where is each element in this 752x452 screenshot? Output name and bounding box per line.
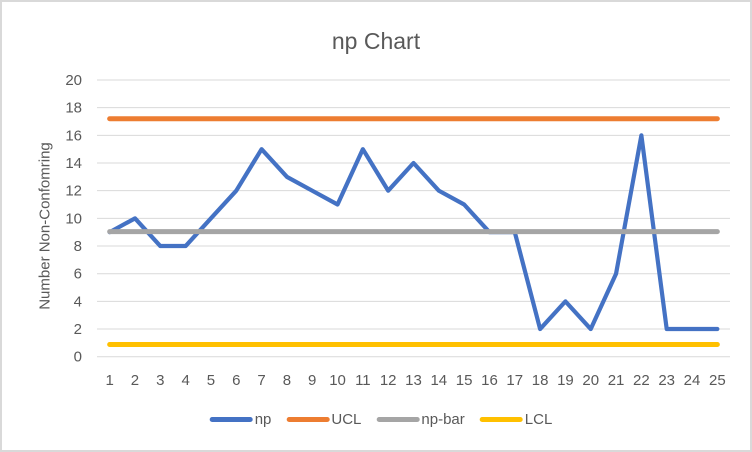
- legend-item-np[interactable]: np: [209, 411, 272, 428]
- legend-swatch-np: [209, 417, 253, 422]
- y-tick-label: 12: [65, 183, 82, 200]
- x-tick-label: 7: [257, 372, 265, 389]
- legend-swatch-ucl: [286, 417, 330, 422]
- legend-label: np-bar: [421, 411, 465, 428]
- legend-item-npbar[interactable]: np-bar: [376, 411, 465, 428]
- x-tick-label: 19: [557, 372, 574, 389]
- legend-item-ucl[interactable]: UCL: [286, 411, 361, 428]
- x-tick-label: 16: [481, 372, 498, 389]
- legend-label: LCL: [524, 411, 553, 428]
- x-tick-label: 15: [456, 372, 473, 389]
- x-tick-label: 5: [207, 372, 215, 389]
- x-tick-label: 24: [684, 372, 701, 389]
- x-tick-label: 14: [430, 372, 447, 389]
- x-tick-label: 8: [283, 372, 291, 389]
- np-series-line[interactable]: [107, 133, 720, 332]
- legend-label: np: [254, 411, 272, 428]
- y-tick-label: 14: [65, 155, 82, 172]
- x-tick-label: 3: [156, 372, 164, 389]
- x-tick-label: 13: [405, 372, 422, 389]
- y-tick-label: 0: [74, 349, 82, 366]
- legend-swatch-lcl: [479, 417, 523, 422]
- x-tick-label: 17: [506, 372, 523, 389]
- y-tick-label: 16: [65, 127, 82, 144]
- legend-label: UCL: [331, 411, 362, 428]
- x-tick-label: 11: [355, 372, 371, 389]
- x-tick-label: 2: [131, 372, 139, 389]
- y-tick-label: 10: [65, 210, 82, 227]
- y-tick-label: 8: [74, 238, 82, 255]
- x-tick-label: 1: [105, 372, 113, 389]
- x-tick-label: 18: [532, 372, 549, 389]
- x-tick-label: 10: [329, 372, 346, 389]
- y-tick-label: 2: [74, 321, 82, 338]
- x-tick-label: 21: [608, 372, 625, 389]
- x-tick-label: 23: [658, 372, 675, 389]
- y-tick-label: 18: [65, 100, 82, 117]
- legend-swatch-npbar: [376, 417, 420, 422]
- x-tick-label: 12: [380, 372, 397, 389]
- legend-item-lcl[interactable]: LCL: [479, 411, 553, 428]
- y-tick-label: 4: [74, 293, 82, 310]
- x-tick-label: 9: [308, 372, 316, 389]
- y-tick-label: 6: [74, 266, 82, 283]
- x-tick-label: 25: [709, 372, 726, 389]
- legend: np UCL np-bar LCL: [209, 411, 553, 428]
- x-tick-label: 4: [181, 372, 189, 389]
- x-tick-label: 6: [232, 372, 240, 389]
- y-tick-label: 20: [65, 72, 82, 89]
- chart-title[interactable]: np Chart: [331, 28, 421, 54]
- x-tick-label: 22: [633, 372, 650, 389]
- x-tick-label: 20: [582, 372, 599, 389]
